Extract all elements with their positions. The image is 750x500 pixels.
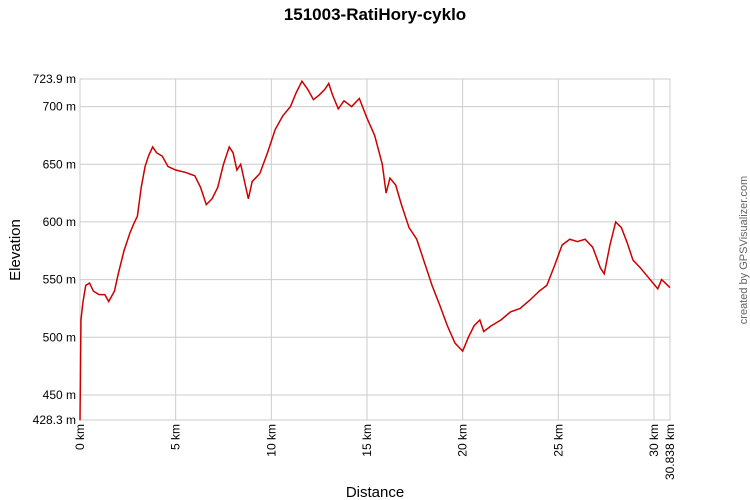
y-tick-label: 500 m xyxy=(43,330,76,344)
x-tick-label: 0 km xyxy=(73,424,87,450)
chart-title: 151003-RatiHory-cyklo xyxy=(284,5,466,24)
y-tick-label: 650 m xyxy=(43,157,76,171)
elevation-line xyxy=(79,79,671,421)
x-tick-label: 20 km xyxy=(456,424,470,457)
x-tick-label: 15 km xyxy=(360,424,374,457)
x-tick-label: 30 km xyxy=(647,424,661,457)
x-tick-label: 10 km xyxy=(264,424,278,457)
x-axis-label: Distance xyxy=(346,484,404,500)
y-tick-label: 428.3 m xyxy=(33,413,76,427)
x-tick-label: 30.838 km xyxy=(663,424,677,480)
plot-area xyxy=(79,78,671,421)
x-tick-label: 25 km xyxy=(551,424,565,457)
y-tick-label: 700 m xyxy=(43,100,76,114)
y-tick-label: 550 m xyxy=(43,273,76,287)
y-axis-label: Elevation xyxy=(7,219,24,281)
x-tick-label: 5 km xyxy=(169,424,183,450)
y-tick-label: 600 m xyxy=(43,215,76,229)
y-tick-label: 723.9 m xyxy=(33,72,76,86)
y-tick-label: 450 m xyxy=(43,388,76,402)
credit: created by GPSVisualizer.com xyxy=(738,176,750,324)
